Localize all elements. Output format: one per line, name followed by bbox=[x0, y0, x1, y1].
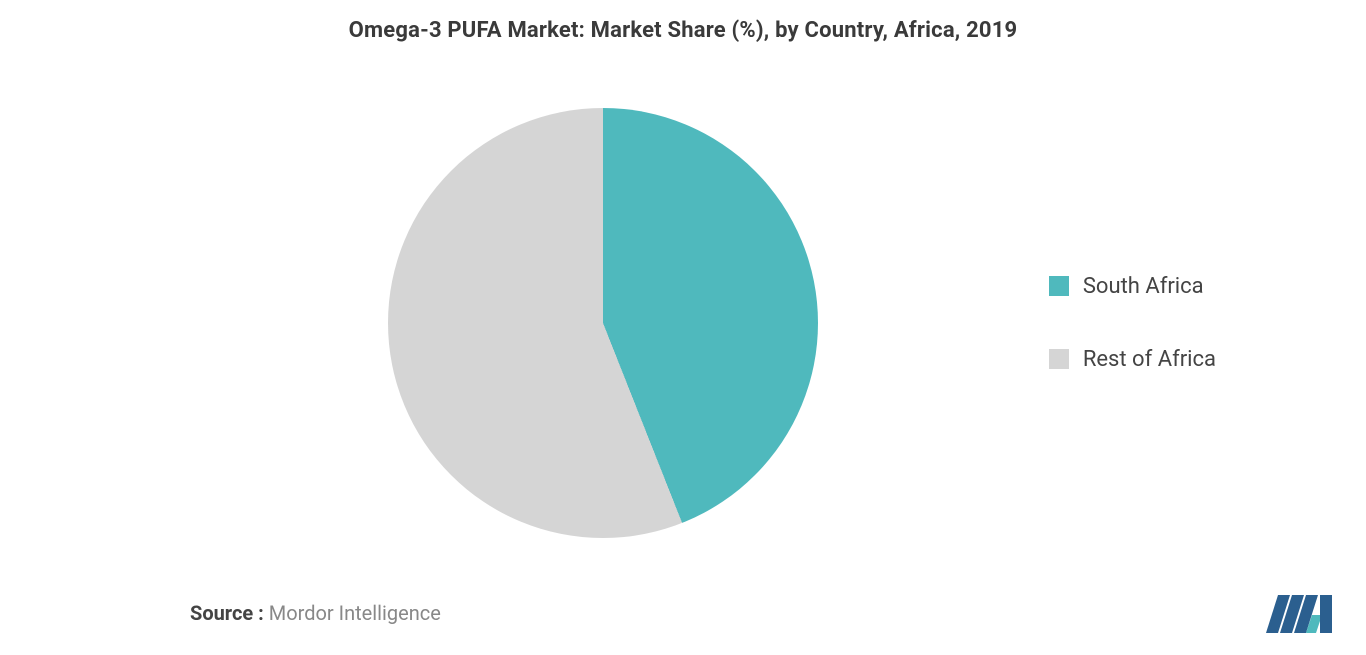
legend-item: South Africa bbox=[1049, 274, 1216, 299]
source-value: Mordor Intelligence bbox=[269, 601, 441, 625]
logo-icon bbox=[1266, 587, 1336, 633]
chart-title: Omega-3 PUFA Market: Market Share (%), b… bbox=[0, 0, 1366, 43]
legend-label: Rest of Africa bbox=[1083, 347, 1216, 372]
source-label: Source : bbox=[190, 601, 264, 625]
brand-logo bbox=[1266, 587, 1336, 633]
legend-item: Rest of Africa bbox=[1049, 347, 1216, 372]
pie-chart bbox=[388, 108, 818, 538]
chart-container: Omega-3 PUFA Market: Market Share (%), b… bbox=[0, 0, 1366, 655]
legend-swatch bbox=[1049, 276, 1069, 296]
source-attribution: Source : Mordor Intelligence bbox=[190, 601, 441, 625]
legend-swatch bbox=[1049, 349, 1069, 369]
chart-area: South Africa Rest of Africa bbox=[0, 70, 1366, 575]
legend-label: South Africa bbox=[1083, 274, 1204, 299]
legend: South Africa Rest of Africa bbox=[1049, 274, 1216, 372]
pie-wrap: South Africa Rest of Africa bbox=[0, 70, 1366, 575]
